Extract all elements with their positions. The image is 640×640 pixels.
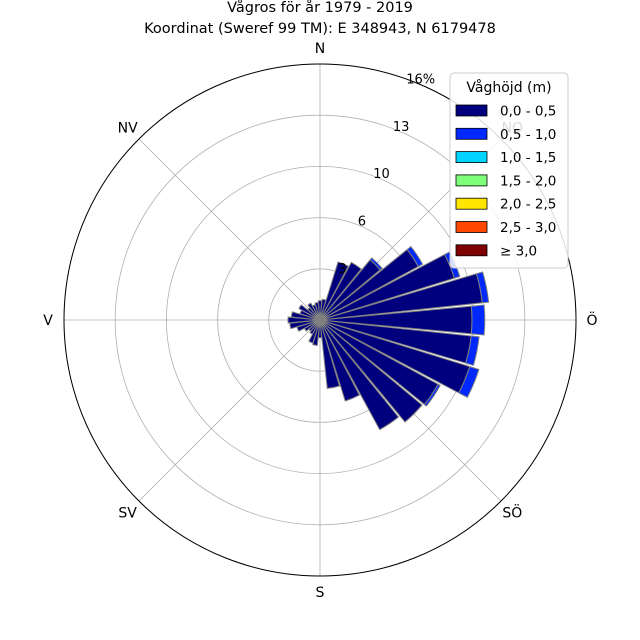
chart-title: Vågros för år 1979 - 2019: [227, 0, 413, 16]
legend-box: [449, 72, 569, 269]
direction-label: Ö: [586, 311, 597, 329]
rose-bar-segment: [470, 304, 486, 336]
direction-label: SÖ: [502, 503, 522, 521]
rose-bar-segment: [319, 319, 400, 431]
legend-label: ≥ 3,0: [500, 243, 537, 259]
grid-spoke: [138, 319, 321, 502]
rose-bar-segment: [319, 319, 361, 402]
rose-bar-segment: [319, 261, 349, 321]
rose-bar-segment: [319, 319, 341, 389]
rose-bar-segment: [307, 302, 321, 321]
direction-label: S: [316, 585, 325, 601]
direction-label: SV: [118, 505, 137, 521]
legend-swatch: [455, 104, 488, 117]
rose-bar-segment: [314, 301, 321, 321]
legend-swatch: [455, 244, 488, 257]
grid-spoke: [138, 138, 321, 321]
rose-bars: [287, 245, 490, 431]
direction-label: NV: [118, 121, 138, 137]
rose-bar-segment: [465, 335, 480, 366]
legend-swatch: [455, 221, 488, 233]
rose-bar-segment: [287, 316, 321, 324]
ring-label: 6: [358, 215, 366, 230]
rose-bar-segment: [423, 383, 441, 407]
ring-label: 3: [338, 262, 346, 277]
ring-label: 16%: [406, 73, 435, 88]
legend-label: 1,5 - 2,0: [500, 173, 556, 189]
outer-frame: [63, 63, 577, 577]
legend: Våghöjd (m) 0,0 - 0,5 0,5 - 1,0 1,0 - 1,5 1…: [449, 72, 569, 269]
legend-label: 0,0 - 0,5: [500, 104, 556, 120]
rose-bar-segment: [406, 245, 424, 268]
legend-swatch: [455, 174, 488, 187]
legend-items: 0,0 - 0,5 0,5 - 1,0 1,0 - 1,5 1,5 - 2,0 2,0 …: [455, 104, 556, 259]
rose-bar-segment: [475, 271, 490, 304]
legend-label: 2,0 - 2,5: [500, 197, 556, 213]
rose-bar-segment: [319, 261, 362, 321]
legend-swatch: [455, 151, 488, 164]
rose-bar-segment: [319, 319, 423, 423]
legend-label: 0,5 - 1,0: [500, 127, 556, 143]
rose-bar-segment: [369, 257, 383, 271]
ring-labels: 3 6 10 13 16%: [338, 73, 435, 277]
rose-bar-segment: [458, 366, 480, 399]
legend-label: 2,5 - 3,0: [500, 220, 556, 236]
ring-label: 13: [393, 120, 410, 135]
chart-subtitle: Koordinat (Sweref 99 TM): E 348943, N 61…: [144, 21, 496, 37]
ring-label: 10: [373, 167, 390, 182]
legend-swatch: [455, 127, 488, 140]
legend-swatch: [455, 197, 488, 210]
direction-label: N: [315, 41, 325, 57]
direction-label: V: [43, 313, 53, 329]
legend-title: Våghöjd (m): [466, 79, 551, 96]
legend-label: 1,0 - 1,5: [500, 150, 556, 166]
